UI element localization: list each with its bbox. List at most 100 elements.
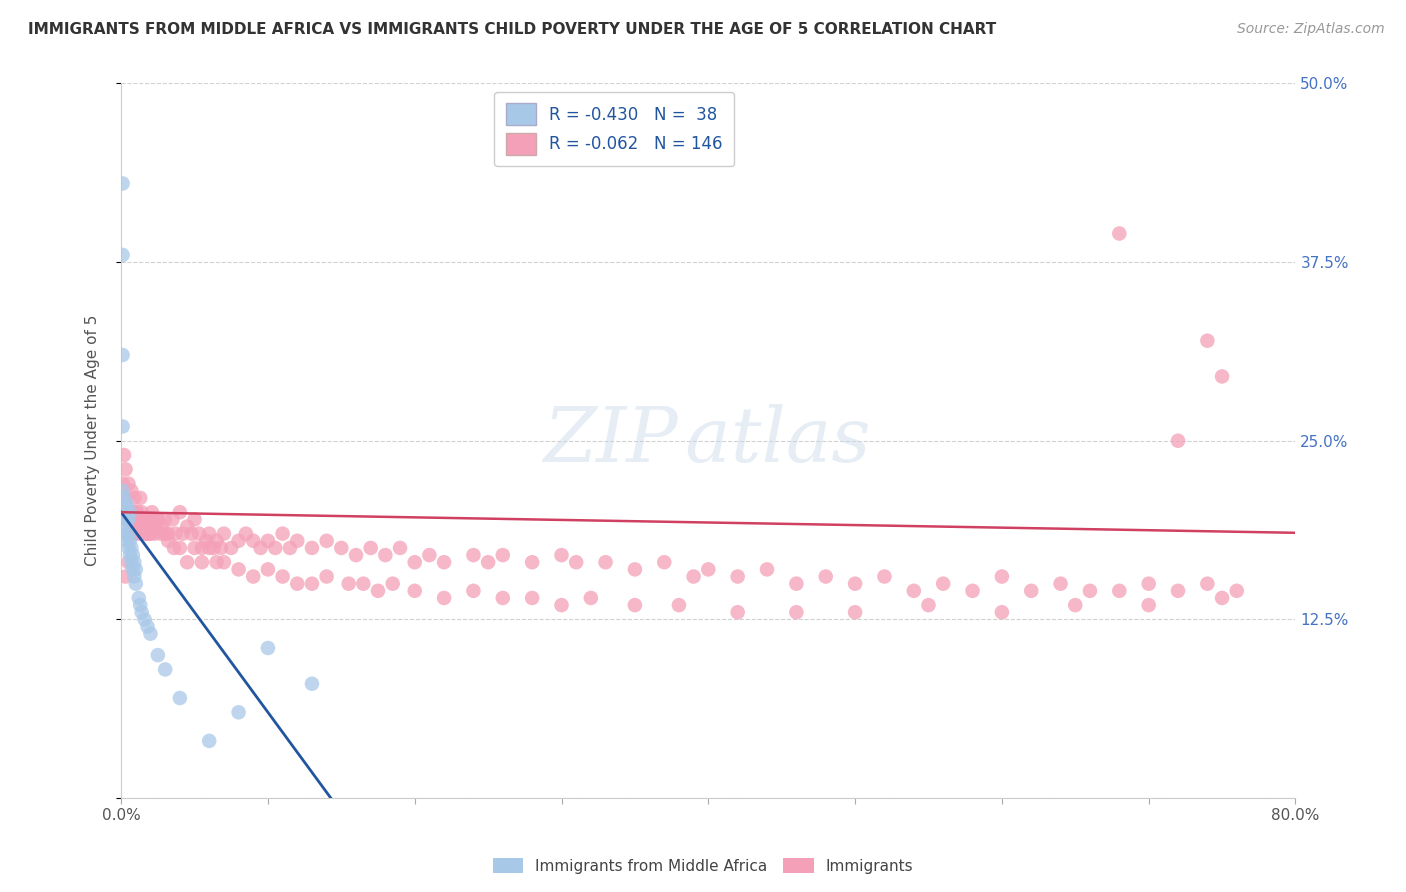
Point (183, 512, 205, 526)
Point (1197, 334, 1219, 348)
Point (111, 476, 134, 491)
Point (903, 583, 925, 598)
Point (134, 612, 156, 626)
Point (118, 548, 141, 562)
Point (1137, 576, 1160, 591)
Point (183, 541, 205, 555)
Point (143, 519, 166, 533)
Point (991, 569, 1014, 583)
Point (124, 491, 146, 505)
Point (242, 569, 264, 583)
Legend: Immigrants from Middle Africa, Immigrants: Immigrants from Middle Africa, Immigrant… (486, 852, 920, 880)
Point (120, 526, 142, 541)
Point (228, 562, 250, 576)
Point (209, 541, 232, 555)
Point (131, 505, 153, 519)
Point (520, 555, 543, 569)
Point (352, 576, 374, 591)
Point (141, 512, 163, 526)
Point (128, 591, 150, 605)
Point (114, 569, 136, 583)
Point (115, 533, 138, 548)
Legend: R = -0.430   N =  38, R = -0.062   N = 146: R = -0.430 N = 38, R = -0.062 N = 146 (495, 92, 734, 166)
Point (136, 619, 159, 633)
Point (962, 583, 984, 598)
Point (176, 555, 198, 569)
Point (492, 548, 515, 562)
Point (205, 533, 228, 548)
Point (404, 555, 426, 569)
Point (463, 583, 485, 598)
Point (360, 541, 382, 555)
Point (114, 512, 136, 526)
Point (172, 526, 194, 541)
Point (917, 598, 939, 612)
Point (111, 419, 134, 434)
Point (112, 491, 135, 505)
Point (120, 505, 142, 519)
Point (1064, 598, 1087, 612)
Point (132, 519, 155, 533)
Point (624, 598, 647, 612)
Point (120, 483, 142, 498)
Point (477, 555, 499, 569)
Point (315, 533, 337, 548)
Point (127, 505, 149, 519)
Point (141, 505, 163, 519)
Point (135, 526, 157, 541)
Point (117, 476, 139, 491)
Point (136, 519, 159, 533)
Point (301, 677, 323, 691)
Point (134, 512, 156, 526)
Point (330, 541, 353, 555)
Point (118, 533, 141, 548)
Point (315, 569, 337, 583)
Point (1137, 598, 1160, 612)
Point (565, 555, 588, 569)
Point (153, 526, 176, 541)
Point (257, 640, 280, 655)
Point (111, 348, 134, 362)
Point (727, 605, 749, 619)
Point (117, 541, 139, 555)
Point (433, 591, 456, 605)
Point (1019, 583, 1042, 598)
Point (129, 526, 152, 541)
Point (115, 505, 138, 519)
Point (115, 512, 138, 526)
Point (129, 598, 152, 612)
Point (389, 541, 412, 555)
Point (139, 626, 162, 640)
Point (157, 533, 180, 548)
Point (169, 691, 191, 706)
Point (111, 248, 134, 262)
Point (381, 576, 404, 591)
Point (285, 576, 308, 591)
Point (492, 591, 515, 605)
Point (235, 526, 257, 541)
Point (149, 526, 172, 541)
Point (1078, 583, 1101, 598)
Point (132, 512, 155, 526)
Point (115, 498, 138, 512)
Point (125, 505, 148, 519)
Point (114, 462, 136, 476)
Point (162, 512, 184, 526)
Point (111, 483, 134, 498)
Point (129, 491, 152, 505)
Point (1211, 369, 1233, 384)
Point (271, 526, 294, 541)
Point (125, 526, 148, 541)
Point (127, 512, 149, 526)
Point (727, 569, 749, 583)
Point (146, 512, 169, 526)
Point (195, 533, 218, 548)
Point (157, 526, 180, 541)
Point (112, 505, 135, 519)
Y-axis label: Child Poverty Under the Age of 5: Child Poverty Under the Age of 5 (86, 315, 100, 566)
Point (153, 662, 176, 676)
Point (125, 562, 148, 576)
Point (579, 591, 602, 605)
Point (191, 555, 214, 569)
Point (668, 598, 690, 612)
